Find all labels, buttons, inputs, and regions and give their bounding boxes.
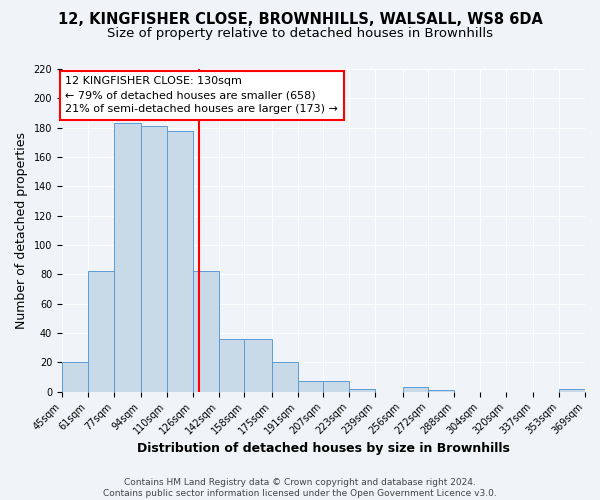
Text: Size of property relative to detached houses in Brownhills: Size of property relative to detached ho… (107, 28, 493, 40)
Bar (272, 362, 298, 392)
Bar (113, 124, 141, 392)
Bar (244, 339, 272, 392)
Bar (62, 362, 88, 392)
Bar (141, 126, 167, 392)
X-axis label: Distribution of detached houses by size in Brownhills: Distribution of detached houses by size … (137, 442, 510, 455)
Bar (298, 382, 323, 392)
Text: 12 KINGFISHER CLOSE: 130sqm
← 79% of detached houses are smaller (658)
21% of se: 12 KINGFISHER CLOSE: 130sqm ← 79% of det… (65, 76, 338, 114)
Bar (349, 389, 375, 392)
Bar (218, 339, 244, 392)
Bar (428, 390, 454, 392)
Text: 12, KINGFISHER CLOSE, BROWNHILLS, WALSALL, WS8 6DA: 12, KINGFISHER CLOSE, BROWNHILLS, WALSAL… (58, 12, 542, 28)
Y-axis label: Number of detached properties: Number of detached properties (15, 132, 28, 329)
Bar (323, 382, 349, 392)
Text: Contains HM Land Registry data © Crown copyright and database right 2024.
Contai: Contains HM Land Registry data © Crown c… (103, 478, 497, 498)
Bar (167, 130, 193, 392)
Bar (559, 389, 585, 392)
Bar (193, 272, 218, 392)
Bar (403, 388, 428, 392)
Bar (88, 272, 113, 392)
